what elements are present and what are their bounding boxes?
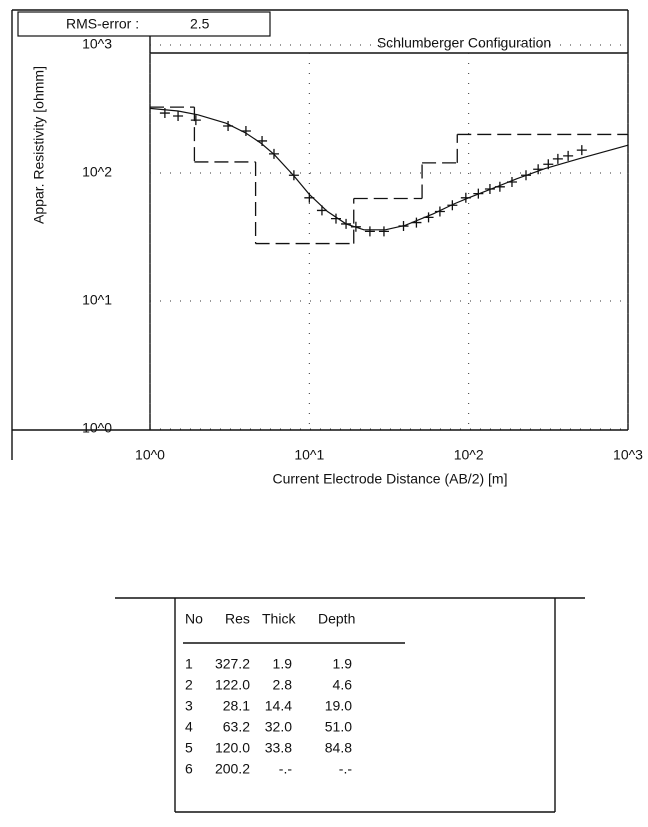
measured-point — [257, 135, 268, 146]
table-cell: 2.8 — [273, 677, 293, 693]
measured-point — [552, 153, 563, 164]
measured-point — [240, 125, 251, 136]
measured-point — [304, 192, 315, 203]
table-cell: 327.2 — [215, 656, 250, 672]
measured-point — [159, 108, 170, 119]
x-tick-label: 10^2 — [454, 447, 484, 463]
table-cell: -.- — [339, 761, 353, 777]
rms-box — [17, 11, 271, 37]
table-cell: 200.2 — [215, 761, 250, 777]
measured-point — [364, 226, 375, 237]
table-cell: 1 — [185, 656, 193, 672]
measured-point — [447, 200, 458, 211]
rms-label: RMS-error : — [66, 16, 139, 32]
rms-value: 2.5 — [190, 16, 210, 32]
measured-point — [434, 206, 445, 217]
table-cell: 2 — [185, 677, 193, 693]
measured-point — [563, 150, 574, 161]
x-tick-label: 10^0 — [135, 447, 165, 463]
measured-point — [341, 218, 352, 229]
table-cell: 84.8 — [325, 740, 352, 756]
measured-point — [460, 192, 471, 203]
measured-point — [521, 170, 531, 181]
table-cell: 6 — [185, 761, 193, 777]
table-cell: -.- — [279, 761, 293, 777]
measured-point — [398, 221, 409, 232]
x-axis-label: Current Electrode Distance (AB/2) [m] — [273, 471, 508, 487]
measured-point — [411, 217, 422, 228]
chart-title: Schlumberger Configuration — [377, 35, 551, 51]
table-cell: 32.0 — [265, 719, 292, 735]
measured-point — [190, 115, 201, 126]
measured-point — [268, 148, 279, 159]
table-cell: 14.4 — [265, 698, 292, 714]
table-cell: 3 — [185, 698, 193, 714]
table-header: Depth — [318, 611, 355, 627]
table-cell: 63.2 — [223, 719, 250, 735]
fitted-curve — [149, 107, 629, 231]
x-tick-label: 10^1 — [294, 447, 324, 463]
table-cell: 28.1 — [223, 698, 250, 714]
measured-point — [223, 120, 234, 131]
measured-point — [576, 145, 587, 156]
measured-point — [378, 226, 389, 237]
table-cell: 51.0 — [325, 719, 352, 735]
y-tick-label: 10^1 — [82, 292, 112, 308]
measured-point — [484, 183, 495, 194]
table-header: Thick — [262, 611, 296, 627]
measured-point — [506, 177, 517, 188]
table-cell: 4 — [185, 719, 193, 735]
table-cell: 19.0 — [325, 698, 352, 714]
x-tick-label: 10^3 — [613, 447, 643, 463]
table-cell: 122.0 — [215, 677, 250, 693]
measured-point — [473, 188, 484, 199]
table-cell: 5 — [185, 740, 193, 756]
measured-point — [423, 212, 434, 223]
table-header: Res — [225, 611, 250, 627]
measured-point — [533, 164, 544, 175]
measured-point — [350, 221, 361, 232]
measured-point — [316, 205, 327, 216]
table-cell: 33.8 — [265, 740, 292, 756]
measured-point — [543, 159, 554, 170]
y-tick-label: 10^0 — [82, 420, 112, 436]
table-cell: 1.9 — [273, 656, 293, 672]
y-axis-label: Appar. Resistivity [ohmm] — [31, 66, 47, 224]
measured-point — [173, 110, 184, 121]
measured-point — [288, 170, 299, 181]
measured-point — [330, 213, 341, 224]
y-tick-label: 10^3 — [82, 36, 112, 52]
measured-point — [494, 181, 505, 192]
table-cell: 4.6 — [333, 677, 353, 693]
y-tick-label: 10^2 — [82, 164, 112, 180]
table-cell: 1.9 — [333, 656, 353, 672]
table-cell: 120.0 — [215, 740, 250, 756]
table-header: No — [185, 611, 203, 627]
